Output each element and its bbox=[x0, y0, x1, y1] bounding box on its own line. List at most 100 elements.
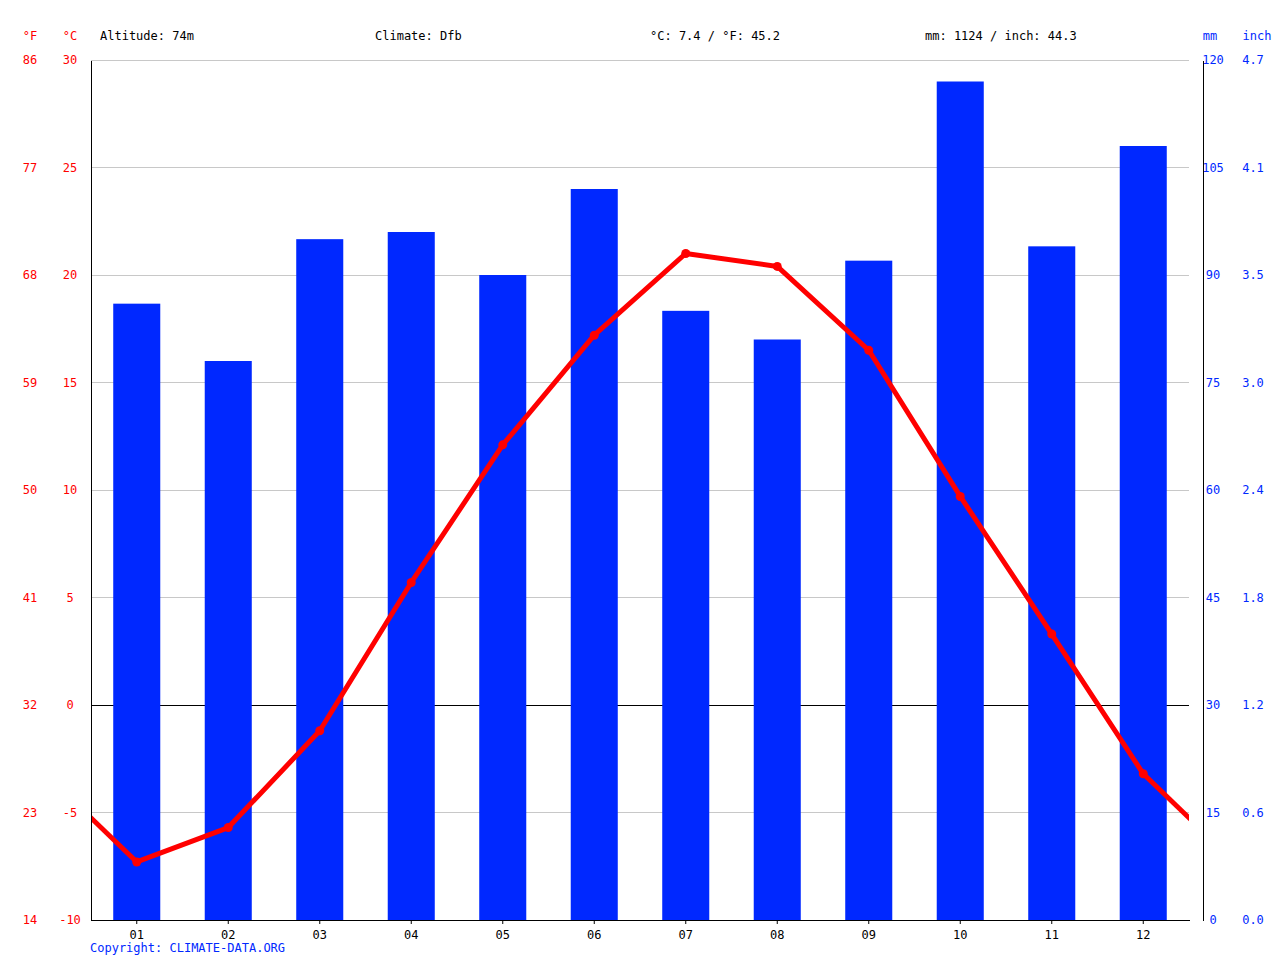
tick-label: 68 bbox=[23, 268, 37, 282]
tick-mark bbox=[594, 920, 595, 924]
tick: 02 bbox=[221, 920, 235, 942]
tick-mark bbox=[411, 920, 412, 924]
tick-label: 2.4 bbox=[1242, 483, 1264, 497]
tick: 09 bbox=[862, 920, 876, 942]
bar bbox=[845, 261, 892, 920]
tick-mark bbox=[685, 920, 686, 924]
tick-label: 77 bbox=[23, 161, 37, 175]
tick-mark bbox=[228, 920, 229, 924]
tick-label: 0.0 bbox=[1242, 913, 1264, 927]
axis-celsius: -10-5051015202530 bbox=[59, 53, 91, 927]
axis-title: mm bbox=[1203, 29, 1217, 43]
tick-label: 03 bbox=[313, 928, 327, 942]
marker bbox=[315, 726, 324, 735]
tick-label: 120 bbox=[1202, 53, 1224, 67]
tick-label: 07 bbox=[679, 928, 693, 942]
bar bbox=[937, 82, 984, 921]
tick-label: 25 bbox=[63, 161, 77, 175]
tick-label: 0.6 bbox=[1242, 806, 1264, 820]
axis-line bbox=[91, 61, 92, 921]
marker bbox=[224, 823, 233, 832]
tick: 59 bbox=[23, 376, 91, 390]
tick: 120 bbox=[1202, 53, 1224, 67]
tick: 12 bbox=[1136, 920, 1150, 942]
plot-area bbox=[91, 82, 1189, 921]
grid-line bbox=[91, 167, 1189, 168]
bar bbox=[754, 340, 801, 921]
tick: 14 bbox=[23, 913, 91, 927]
marker bbox=[407, 578, 416, 587]
grid-line bbox=[91, 490, 1189, 491]
tick-label: 3.0 bbox=[1242, 376, 1264, 390]
axis-month: 010203040506070809101112 bbox=[92, 920, 1190, 942]
tick-label: 0 bbox=[66, 698, 73, 712]
tick: 20 bbox=[63, 268, 91, 282]
tick: 75 bbox=[1203, 376, 1220, 390]
tick-label: 59 bbox=[23, 376, 37, 390]
grid-line bbox=[91, 275, 1189, 276]
tick-label: 20 bbox=[63, 268, 77, 282]
marker bbox=[864, 346, 873, 355]
annotation: °C: 7.4 / °F: 45.2 bbox=[650, 29, 780, 43]
tick-label: 23 bbox=[23, 806, 37, 820]
source: Copyright: CLIMATE-DATA.ORG bbox=[90, 941, 285, 955]
tick: 45 bbox=[1203, 591, 1220, 605]
axis-fahrenheit: 142332415059687786 bbox=[23, 53, 92, 927]
tick: 4.7 bbox=[1203, 53, 1264, 67]
bar bbox=[479, 275, 526, 920]
line-wrap bbox=[91, 774, 137, 862]
tick-label: 5 bbox=[66, 591, 73, 605]
tick: 10 bbox=[953, 920, 967, 942]
marker bbox=[590, 331, 599, 340]
annotation: Climate: Dfb bbox=[375, 29, 462, 43]
tick: 08 bbox=[770, 920, 784, 942]
tick: 1.2 bbox=[1203, 698, 1264, 712]
marker bbox=[681, 249, 690, 258]
tick: 11 bbox=[1045, 920, 1059, 942]
axis-inch: 0.0 0.6 1.2 1.8 2.4 3.0 3.5 4.1 4.7 bbox=[1203, 53, 1264, 927]
tick-label: 02 bbox=[221, 928, 235, 942]
tick: 10 bbox=[63, 483, 91, 497]
tick-mark bbox=[777, 920, 778, 924]
tick-label: 30 bbox=[63, 53, 77, 67]
tick-label: 1.8 bbox=[1242, 591, 1264, 605]
tick: 50 bbox=[23, 483, 91, 497]
tick-label: 1.2 bbox=[1242, 698, 1264, 712]
bar bbox=[1028, 246, 1075, 920]
tick-label: 86 bbox=[23, 53, 37, 67]
marker bbox=[498, 440, 507, 449]
tick-label: 32 bbox=[23, 698, 37, 712]
tick-mark bbox=[319, 920, 320, 924]
tick: 05 bbox=[496, 920, 510, 942]
bar bbox=[571, 189, 618, 920]
tick: 01 bbox=[130, 920, 144, 942]
temperature-line bbox=[137, 254, 1144, 862]
tick: 60 bbox=[1203, 483, 1220, 497]
tick: 2.4 bbox=[1203, 483, 1264, 497]
tick: 07 bbox=[679, 920, 693, 942]
tick-label: 12 bbox=[1136, 928, 1150, 942]
tick: 15 bbox=[63, 376, 91, 390]
tick: 15 bbox=[1203, 806, 1220, 820]
bar bbox=[1120, 146, 1167, 920]
tick-mark bbox=[502, 920, 503, 924]
bar bbox=[296, 239, 343, 920]
tick-mark bbox=[1051, 920, 1052, 924]
tick-label: 10 bbox=[953, 928, 967, 942]
axis-line bbox=[1203, 61, 1204, 921]
tick: 86 bbox=[23, 53, 91, 67]
tick: 4.1 bbox=[1203, 161, 1264, 175]
tick: 77 bbox=[23, 161, 91, 175]
tick-label: 01 bbox=[130, 928, 144, 942]
zero-line bbox=[91, 705, 1189, 706]
tick-label: 50 bbox=[23, 483, 37, 497]
tick-label: 3.5 bbox=[1242, 268, 1264, 282]
tick-label: 05 bbox=[496, 928, 510, 942]
tick: 68 bbox=[23, 268, 91, 282]
tick-label: 4.7 bbox=[1242, 53, 1264, 67]
axis-title: °C bbox=[63, 29, 77, 43]
tick-label: 30 bbox=[1206, 698, 1220, 712]
tick: 1.8 bbox=[1203, 591, 1264, 605]
marker bbox=[1047, 630, 1056, 639]
marker bbox=[773, 262, 782, 271]
